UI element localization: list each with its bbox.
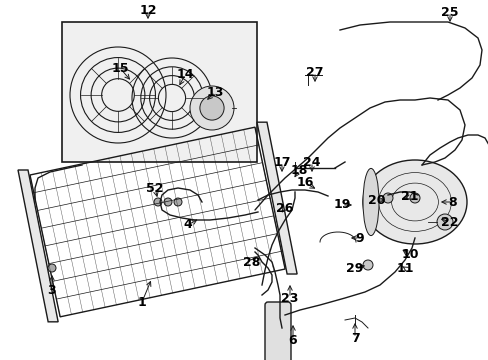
Circle shape [154, 198, 162, 206]
Text: 28: 28 [243, 256, 260, 269]
Text: 8: 8 [448, 195, 456, 208]
Text: 19: 19 [333, 198, 350, 211]
Text: 15: 15 [111, 62, 128, 75]
Circle shape [409, 193, 419, 203]
Text: 1: 1 [137, 296, 146, 309]
Text: 18: 18 [290, 163, 307, 176]
Text: 17: 17 [273, 156, 290, 168]
Polygon shape [257, 122, 297, 274]
Text: 22: 22 [440, 216, 458, 229]
Text: 23: 23 [281, 292, 298, 305]
Text: 3: 3 [48, 284, 56, 297]
Text: 10: 10 [401, 248, 418, 261]
Text: 24: 24 [303, 156, 320, 168]
Text: 12: 12 [139, 4, 157, 17]
Circle shape [200, 96, 224, 120]
Circle shape [362, 260, 372, 270]
Ellipse shape [362, 160, 466, 244]
Circle shape [163, 198, 172, 206]
Text: 4: 4 [183, 219, 192, 231]
Circle shape [382, 193, 392, 203]
Text: 21: 21 [401, 190, 418, 203]
Circle shape [190, 86, 234, 130]
Text: 9: 9 [355, 231, 364, 244]
Text: 26: 26 [276, 202, 293, 215]
Text: 52: 52 [146, 181, 163, 194]
Polygon shape [18, 170, 58, 322]
Text: 29: 29 [346, 261, 363, 274]
Bar [62, 22, 257, 162]
Text: 13: 13 [206, 85, 223, 99]
Text: 11: 11 [395, 261, 413, 274]
Text: 7: 7 [350, 332, 359, 345]
Circle shape [174, 198, 182, 206]
Circle shape [48, 264, 56, 272]
Text: 25: 25 [440, 5, 458, 18]
Text: 16: 16 [296, 176, 313, 189]
Circle shape [436, 214, 452, 230]
Text: 14: 14 [176, 68, 193, 81]
FancyBboxPatch shape [264, 302, 290, 360]
Text: 20: 20 [367, 194, 385, 207]
Text: 27: 27 [305, 66, 323, 78]
Ellipse shape [362, 168, 378, 235]
Text: 6: 6 [288, 333, 297, 346]
